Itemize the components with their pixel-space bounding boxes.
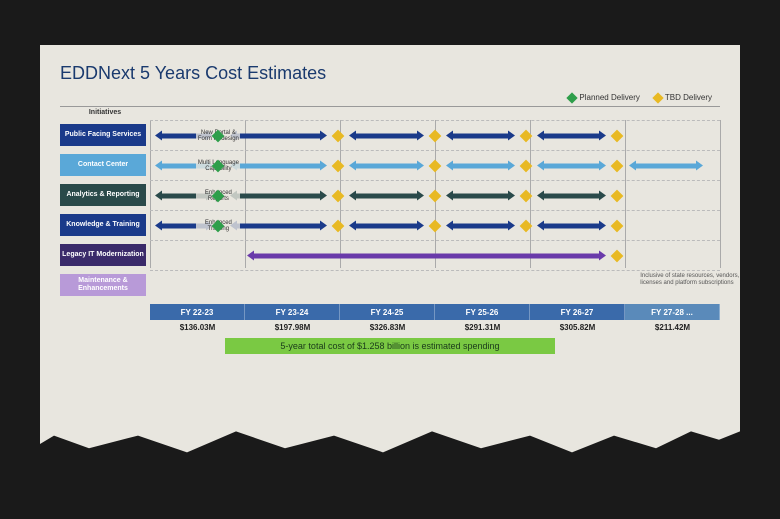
tbd-diamond-icon [520, 129, 533, 142]
page-title: EDDNext 5 Years Cost Estimates [60, 63, 720, 84]
tbd-diamond-icon [332, 219, 345, 232]
row-label-analytics: Analytics & Reporting [60, 184, 146, 206]
legend-planned-label: Planned Delivery [579, 93, 639, 102]
legend: Planned Delivery TBD Delivery [568, 93, 712, 102]
row-label-contact: Contact Center [60, 154, 146, 176]
fy-cost: $136.03M [150, 320, 245, 332]
initiative-row-contact: Contact CenterMulti Language Capability [60, 150, 720, 180]
arrow-segment [543, 193, 600, 198]
arrow-segment [355, 223, 418, 228]
arrow-segment [236, 163, 322, 168]
grid-vline [720, 120, 721, 268]
row-track-contact: Multi Language Capability [150, 150, 720, 180]
tbd-diamond-icon [332, 129, 345, 142]
fiscal-year-row: FY 22-23FY 23-24FY 24-25FY 25-26FY 26-27… [60, 304, 720, 320]
tbd-diamond-icon [611, 219, 624, 232]
tbd-diamond-icon [429, 159, 442, 172]
row-label-knowledge: Knowledge & Training [60, 214, 146, 236]
fy-cost: $197.98M [245, 320, 340, 332]
arrow-segment [452, 193, 509, 198]
fy-cost: $305.82M [530, 320, 625, 332]
arrow-segment [355, 163, 418, 168]
row-label-legacy: Legacy IT Modernization [60, 244, 146, 266]
maintenance-note: Inclusive of state resources, vendors, l… [640, 273, 740, 286]
row-track-legacy [150, 240, 720, 270]
fy-cost: $291.31M [435, 320, 530, 332]
arrow-segment [236, 193, 322, 198]
planned-diamond-icon [567, 92, 578, 103]
arrow-segment [452, 223, 509, 228]
tbd-diamond-icon [429, 219, 442, 232]
timeline-chart: Initiatives Public Facing ServicesNew Po… [60, 106, 720, 354]
total-banner: 5-year total cost of $1.258 billion is e… [225, 338, 555, 354]
tbd-diamond-icon [611, 189, 624, 202]
fy-cells: FY 22-23FY 23-24FY 24-25FY 25-26FY 26-27… [150, 304, 720, 320]
rows-container: Public Facing ServicesNew Portal & Form … [60, 120, 720, 300]
fy-cost: $211.42M [625, 320, 720, 332]
arrow-segment [543, 163, 600, 168]
arrow-segment [452, 133, 509, 138]
legend-tbd-label: TBD Delivery [665, 93, 712, 102]
arrow-segment [236, 133, 322, 138]
tbd-diamond-icon [332, 159, 345, 172]
initiative-row-analytics: Analytics & ReportingEnhanced Reports [60, 180, 720, 210]
tbd-diamond-icon [520, 159, 533, 172]
row-label-maint: Maintenance & Enhancements [60, 274, 146, 296]
arrow-segment [253, 253, 601, 258]
arrow-segment [543, 133, 600, 138]
tbd-diamond-icon [611, 159, 624, 172]
slide-paper: EDDNext 5 Years Cost Estimates Planned D… [40, 45, 740, 465]
arrow-segment [236, 223, 322, 228]
tbd-diamond-icon [611, 249, 624, 262]
arrow-segment [355, 193, 418, 198]
fy-label: FY 24-25 [340, 304, 435, 320]
arrow-segment [543, 223, 600, 228]
header-row: Initiatives [60, 106, 720, 120]
arrow-segment [635, 163, 698, 168]
tbd-diamond-icon [611, 129, 624, 142]
tbd-diamond-icon [520, 219, 533, 232]
arrow-segment [452, 163, 509, 168]
tbd-diamond-icon [429, 129, 442, 142]
fy-label: FY 25-26 [435, 304, 530, 320]
row-track-knowledge: Enhanced Training [150, 210, 720, 240]
arrow-segment [355, 133, 418, 138]
tbd-diamond-icon [429, 189, 442, 202]
initiative-row-public: Public Facing ServicesNew Portal & Form … [60, 120, 720, 150]
initiatives-header: Initiatives [60, 107, 150, 120]
initiative-row-maint: Maintenance & EnhancementsInclusive of s… [60, 270, 720, 300]
initiative-row-knowledge: Knowledge & TrainingEnhanced Training [60, 210, 720, 240]
cost-row: $136.03M$197.98M$326.83M$291.31M$305.82M… [60, 320, 720, 332]
fy-label: FY 27-28 ... [625, 304, 720, 320]
tbd-diamond-icon [652, 92, 663, 103]
legend-tbd: TBD Delivery [654, 93, 712, 102]
fy-cost: $326.83M [340, 320, 435, 332]
row-label-public: Public Facing Services [60, 124, 146, 146]
row-track-maint: Inclusive of state resources, vendors, l… [150, 270, 720, 300]
tbd-diamond-icon [520, 189, 533, 202]
row-track-analytics: Enhanced Reports [150, 180, 720, 210]
cost-cells: $136.03M$197.98M$326.83M$291.31M$305.82M… [150, 320, 720, 332]
legend-planned: Planned Delivery [568, 93, 639, 102]
initiative-row-legacy: Legacy IT Modernization [60, 240, 720, 270]
fy-label: FY 23-24 [245, 304, 340, 320]
fy-label: FY 26-27 [530, 304, 625, 320]
fy-label: FY 22-23 [150, 304, 245, 320]
tbd-diamond-icon [332, 189, 345, 202]
row-track-public: New Portal & Form Redesign [150, 120, 720, 150]
